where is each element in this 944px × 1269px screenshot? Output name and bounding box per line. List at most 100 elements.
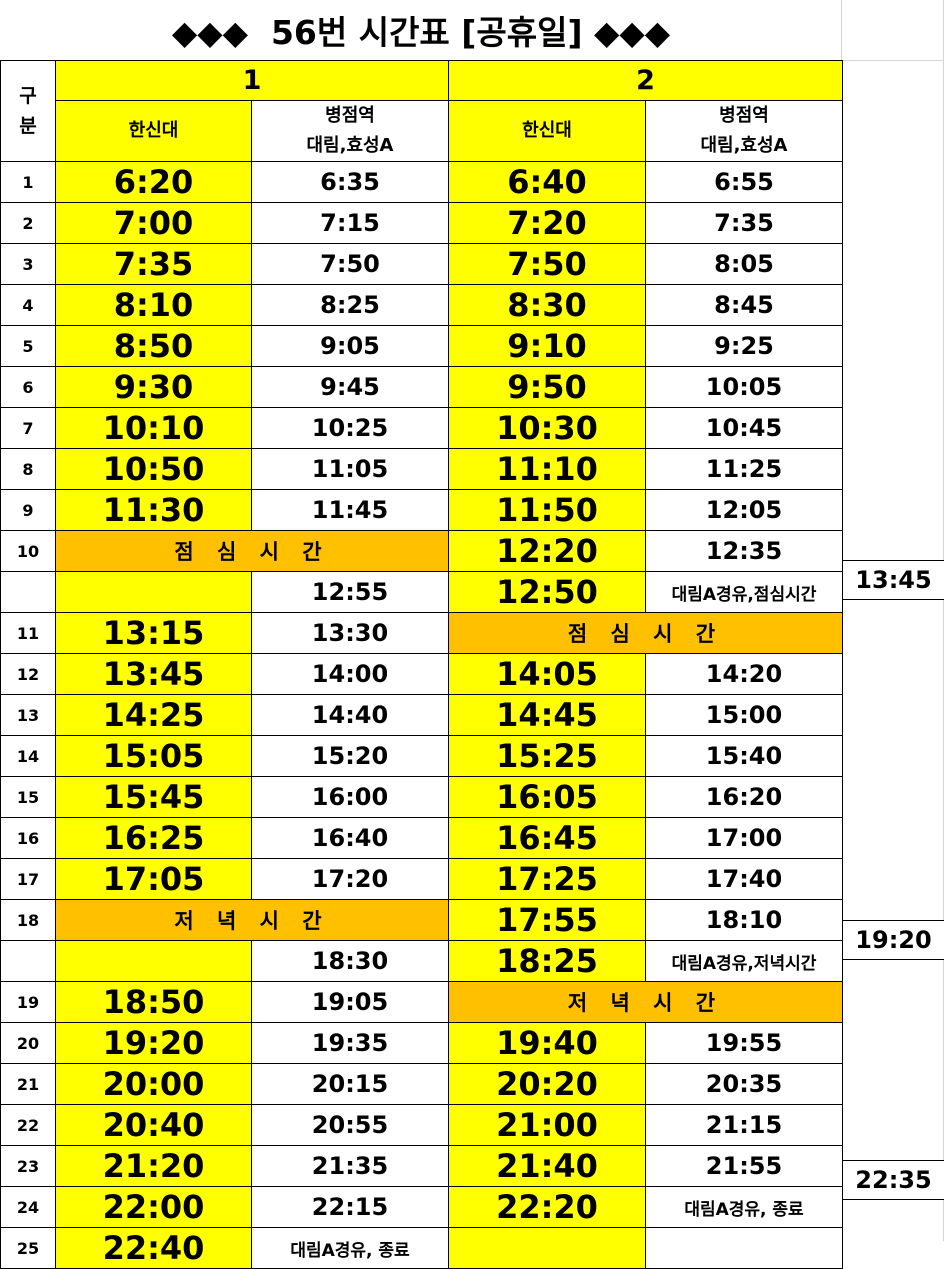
byeongjeom-time-route1: 15:20	[251, 735, 449, 777]
table-row: 3 7:35 7:50 7:50 8:05	[0, 243, 843, 285]
hansin-time-route1: 16:25	[55, 817, 252, 859]
hansin-time-route2: 20:20	[448, 1063, 646, 1105]
byeongjeom-time-route1: 11:05	[251, 448, 449, 490]
row-number: 9	[0, 489, 56, 531]
table-row: 13 14:25 14:40 14:45 15:00	[0, 694, 843, 736]
stop-byeongjeom-line1: 병점역	[719, 105, 769, 126]
row-number	[0, 571, 56, 613]
route-1-header: 1	[55, 60, 449, 101]
table-row: 23 21:20 21:35 21:40 21:55	[0, 1145, 843, 1187]
hansin-time-route2: 9:10	[448, 325, 646, 367]
hansin-time-route2: 19:40	[448, 1022, 646, 1064]
gubun-header: 구 분	[0, 60, 56, 162]
arrival-time-box: 13:45	[842, 560, 944, 600]
hansin-time-route1: 19:20	[55, 1022, 252, 1064]
row-number: 22	[0, 1104, 56, 1146]
byeongjeom-time-route2: 18:10	[645, 899, 843, 941]
byeongjeom-time-route1: 20:55	[251, 1104, 449, 1146]
byeongjeom-time-route2: 8:05	[645, 243, 843, 285]
hansin-time-route1: 8:10	[55, 284, 252, 326]
row-number: 24	[0, 1186, 56, 1228]
hansin-time-route1: 22:40	[55, 1227, 252, 1269]
byeongjeom-time-route1: 16:40	[251, 817, 449, 859]
row-number: 8	[0, 448, 56, 490]
row-number: 6	[0, 366, 56, 408]
hansin-time-route1: 8:50	[55, 325, 252, 367]
byeongjeom-time-route2: 20:35	[645, 1063, 843, 1105]
table-row: 16 16:25 16:40 16:45 17:00	[0, 817, 843, 859]
hansin-time-route1: 9:30	[55, 366, 252, 408]
hansin-time-route2: 17:25	[448, 858, 646, 900]
byeongjeom-time-route2: 19:55	[645, 1022, 843, 1064]
row-number: 15	[0, 776, 56, 818]
table-row: 4 8:10 8:25 8:30 8:45	[0, 284, 843, 326]
hansin-time-route1: 14:25	[55, 694, 252, 736]
row-number: 23	[0, 1145, 56, 1187]
table-row: 1 6:20 6:35 6:40 6:55	[0, 161, 843, 203]
hansin-time-route2: 18:25	[448, 940, 646, 982]
byeongjeom-time-route1: 10:25	[251, 407, 449, 449]
byeongjeom-time-route2: 9:25	[645, 325, 843, 367]
table-row: 24 22:00 22:15 22:20 대림A경유, 종료	[0, 1186, 843, 1228]
row-number: 5	[0, 325, 56, 367]
row-number: 14	[0, 735, 56, 777]
hansin-time-route2: 17:55	[448, 899, 646, 941]
byeongjeom-time-route1: 7:15	[251, 202, 449, 244]
byeongjeom-time-route1: 6:35	[251, 161, 449, 203]
byeongjeom-time-route1: 11:45	[251, 489, 449, 531]
byeongjeom-time-route2: 14:20	[645, 653, 843, 695]
table-row: 5 8:50 9:05 9:10 9:25	[0, 325, 843, 367]
hansin-time-route2: 14:05	[448, 653, 646, 695]
table-row: 15 15:45 16:00 16:05 16:20	[0, 776, 843, 818]
table-row: 19 18:50 19:05 저 녁 시 간	[0, 981, 843, 1023]
row-number	[0, 940, 56, 982]
table-row: 8 10:50 11:05 11:10 11:25	[0, 448, 843, 490]
hansin-time-route1: 20:40	[55, 1104, 252, 1146]
hansin-time-route2: 9:50	[448, 366, 646, 408]
page-title: ◆◆◆ 56번 시간표 [공휴일] ◆◆◆	[171, 13, 671, 52]
hansin-time-route2: 22:20	[448, 1186, 646, 1228]
row-number: 3	[0, 243, 56, 285]
table-row: 22 20:40 20:55 21:00 21:15	[0, 1104, 843, 1146]
table-row: 9 11:30 11:45 11:50 12:05	[0, 489, 843, 531]
hansin-time-route1: 7:00	[55, 202, 252, 244]
byeongjeom-time-route2: 6:55	[645, 161, 843, 203]
byeongjeom-time-route2: 11:25	[645, 448, 843, 490]
row-number: 1	[0, 161, 56, 203]
stop-hansin-1: 한신대	[55, 100, 252, 162]
byeongjeom-time-route1: 14:40	[251, 694, 449, 736]
row-number: 10	[0, 530, 56, 572]
route-2-header: 2	[448, 60, 843, 101]
gubun-label: 구 분	[19, 85, 37, 137]
row-number: 4	[0, 284, 56, 326]
byeongjeom-time-route1: 9:45	[251, 366, 449, 408]
byeongjeom-time-route1: 19:05	[251, 981, 449, 1023]
table-row: 12:55 12:50 대림A경유,점심시간	[0, 571, 843, 613]
byeongjeom-time-route2: 10:45	[645, 407, 843, 449]
dinner-break-route1: 저 녁 시 간	[55, 899, 449, 941]
stop-byeongjeom-line1: 병점역	[325, 105, 375, 126]
row-number: 21	[0, 1063, 56, 1105]
hansin-time-route1: 11:30	[55, 489, 252, 531]
byeongjeom-time-route2: 15:40	[645, 735, 843, 777]
lunch-break-route2: 점 심 시 간	[448, 612, 843, 654]
stop-byeongjeom-1: 병점역 대림,효성A	[251, 100, 449, 162]
byeongjeom-time-route1: 17:20	[251, 858, 449, 900]
row-number: 11	[0, 612, 56, 654]
byeongjeom-time-route1: 16:00	[251, 776, 449, 818]
timetable: 구 분 1 2 한신대 병점역 대림,효성A 한신대 병점역 대림,효성A 1 6:2…	[0, 60, 843, 1269]
stop-byeongjeom-line2: 대림,효성A	[700, 135, 788, 156]
hansin-time-route1: 22:00	[55, 1186, 252, 1228]
hansin-time-route2: 21:00	[448, 1104, 646, 1146]
table-row: 11 13:15 13:30 점 심 시 간	[0, 612, 843, 654]
byeongjeom-time-route2: 21:15	[645, 1104, 843, 1146]
stop-hansin-2: 한신대	[448, 100, 646, 162]
table-row: 25 22:40 대림A경유, 종료	[0, 1227, 843, 1269]
byeongjeom-time-route1: 9:05	[251, 325, 449, 367]
hansin-time-route1: 15:45	[55, 776, 252, 818]
hansin-time-route1: 10:10	[55, 407, 252, 449]
hansin-time-route1: 13:15	[55, 612, 252, 654]
byeongjeom-time-route1: 20:15	[251, 1063, 449, 1105]
byeongjeom-time-route2: 17:40	[645, 858, 843, 900]
hansin-time-route2: 16:05	[448, 776, 646, 818]
